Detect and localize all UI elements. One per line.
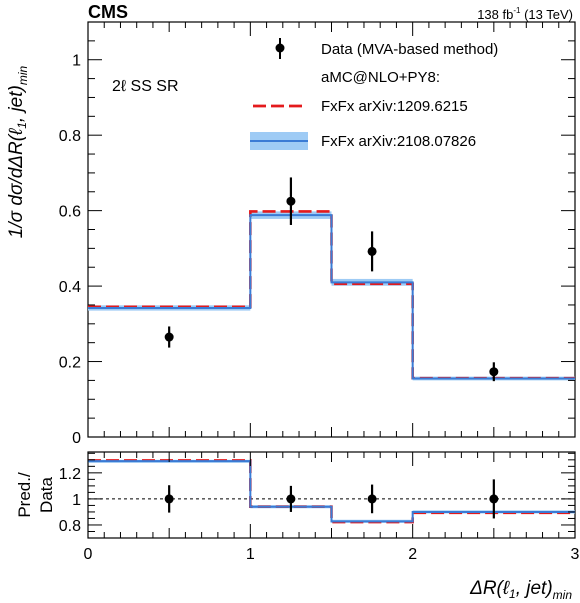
main-ytick-label-2: 0.4 [59, 279, 81, 296]
main-y-axis-label: 1/σ dσ/dΔR(ℓ1, jet)min [6, 65, 30, 238]
legend-fxfx1-label: FxFx arXiv:1209.6215 [321, 98, 468, 115]
ratio-fxfx2-line [88, 460, 575, 523]
ratio-ytick-label-1: 1 [72, 492, 81, 509]
ratio-xtick-label-0: 0 [84, 546, 93, 563]
main-data-point-1 [286, 196, 296, 206]
main-data-points [164, 177, 499, 382]
lumi-label: 138 fb-1 (13 TeV) [477, 6, 573, 22]
legend-data-label: Data (MVA-based method) [321, 41, 498, 58]
main-axis-ticks: 0 0.2 0.4 0.6 0.8 1 [59, 22, 576, 447]
ratio-axis-ticks: 0.8 1 1.2 0 1 2 3 [59, 452, 580, 563]
legend-fxfx2-label: FxFx arXiv:2108.07826 [321, 133, 476, 150]
main-fxfx2-step [88, 214, 575, 380]
x-axis-label: ΔR(ℓ1, jet)min [469, 578, 572, 602]
ratio-data-point-1 [286, 494, 296, 504]
main-panel: 0 0.2 0.4 0.6 0.8 1 2ℓ SS SR 1/σ dσ/dΔR(ℓ1, j… [6, 21, 576, 447]
main-data-point-3 [489, 367, 499, 377]
main-ytick-label-5: 1 [72, 53, 81, 70]
ratio-xtick-label-2: 2 [408, 546, 417, 563]
ratio-plot-frame [87, 451, 576, 539]
ratio-ytick-label-0: 0.8 [59, 518, 81, 535]
main-data-point-2 [367, 246, 377, 256]
region-label: 2ℓ SS SR [112, 78, 179, 95]
main-ytick-label-4: 0.8 [59, 128, 81, 145]
main-ytick-label-0: 0 [72, 430, 81, 447]
ratio-panel: 0.8 1 1.2 0 1 2 3 Pred./Data ΔR(ℓ1, jet)min [15, 451, 580, 602]
ratio-xtick-label-1: 1 [246, 546, 255, 563]
cms-label: CMS [88, 2, 128, 22]
ratio-fxfx2-step [88, 460, 575, 523]
main-ytick-label-1: 0.2 [59, 355, 81, 372]
main-fxfx2-line [88, 214, 575, 380]
ratio-data-point-0 [164, 494, 174, 504]
ratio-xtick-label-3: 3 [571, 546, 580, 563]
ratio-data-point-2 [367, 494, 377, 504]
main-ytick-label-3: 0.6 [59, 204, 81, 221]
ratio-y-axis-label: Pred./Data [15, 472, 56, 518]
ratio-data-points [164, 479, 499, 519]
ratio-data-point-3 [489, 494, 499, 504]
legend-data-marker [275, 43, 285, 53]
legend-group-label: aMC@NLO+PY8: [321, 69, 440, 86]
main-data-point-0 [164, 332, 174, 342]
ratio-ytick-label-2: 1.2 [59, 466, 81, 483]
legend: Data (MVA-based method) aMC@NLO+PY8: FxF… [250, 38, 498, 150]
